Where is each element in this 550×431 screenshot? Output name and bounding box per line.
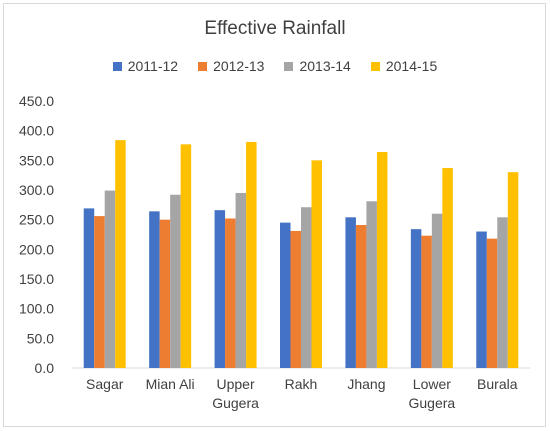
legend-label: 2012-13 (213, 58, 265, 74)
bar-2012-13-burala (486, 238, 498, 368)
bar-2011-12-mian-ali (149, 211, 160, 368)
y-tick-label: 200.0 (19, 241, 54, 257)
bar-2012-13-mian-ali (159, 219, 171, 368)
bar-2014-15-burala (507, 172, 519, 368)
bar-2011-12-upper-gugera (214, 210, 226, 368)
y-tick-label: 150.0 (19, 271, 54, 287)
x-tick-label: Upper (217, 376, 255, 392)
bar-2012-13-lower-gugera (421, 235, 432, 368)
bar-2014-15-lower-gugera (442, 168, 453, 368)
y-tick-label: 250.0 (19, 212, 54, 228)
legend-swatch (112, 61, 122, 71)
y-tick-label: 0.0 (35, 360, 55, 376)
bar-2012-13-upper-gugera (225, 218, 236, 368)
legend-item-2013-14: 2013-14 (284, 58, 351, 74)
bar-2014-15-rakh (311, 160, 322, 368)
x-tick-label: Mian Ali (146, 376, 195, 392)
y-tick-label: 300.0 (19, 182, 54, 198)
bar-2011-12-lower-gugera (410, 229, 422, 368)
legend-swatch (284, 61, 294, 71)
bar-2011-12-jhang (345, 217, 356, 368)
bar-2012-13-sagar (94, 216, 105, 368)
bar-2013-14-mian-ali (170, 194, 181, 368)
x-tick-label: Jhang (347, 376, 385, 392)
legend-label: 2013-14 (299, 58, 351, 74)
bar-2014-15-sagar (115, 140, 126, 368)
bar-2013-14-jhang (366, 201, 377, 368)
y-tick-label: 450.0 (19, 93, 54, 109)
y-tick-label: 100.0 (19, 301, 54, 317)
bar-2013-14-upper-gugera (235, 192, 247, 368)
x-tick-label: Gugera (212, 395, 259, 411)
legend-item-2011-12: 2011-12 (112, 58, 179, 74)
bar-2011-12-sagar (83, 208, 95, 368)
bar-2013-14-rakh (301, 207, 312, 368)
bar-2012-13-rakh (290, 230, 301, 368)
legend-item-2012-13: 2012-13 (198, 58, 264, 74)
bar-2012-13-jhang (355, 225, 367, 368)
legend-label: 2011-12 (127, 58, 179, 74)
x-tick-label: Lower (413, 376, 451, 392)
x-tick-label: Sagar (86, 376, 124, 392)
legend-swatch (198, 61, 208, 71)
legend-swatch (370, 61, 380, 71)
x-tick-label: Burala (477, 376, 518, 392)
legend: 2011-12 2012-13 2013-14 2014-15 (0, 58, 550, 74)
y-tick-label: 400.0 (19, 123, 54, 139)
y-tick-label: 50.0 (27, 330, 54, 346)
x-tick-label: Gugera (409, 395, 456, 411)
chart-title: Effective Rainfall (204, 18, 346, 39)
bar-2011-12-burala (476, 231, 487, 368)
bar-2014-15-jhang (376, 152, 388, 368)
bar-2014-15-mian-ali (180, 144, 192, 368)
legend-item-2014-15: 2014-15 (370, 58, 438, 74)
legend-label: 2014-15 (385, 58, 438, 74)
bar-2013-14-sagar (104, 190, 116, 368)
x-tick-label: Rakh (285, 376, 318, 392)
bar-2011-12-rakh (280, 222, 291, 368)
bar-2014-15-upper-gugera (246, 141, 257, 368)
bar-2013-14-lower-gugera (431, 213, 443, 368)
y-tick-label: 350.0 (19, 152, 54, 168)
bar-2013-14-burala (497, 217, 508, 368)
